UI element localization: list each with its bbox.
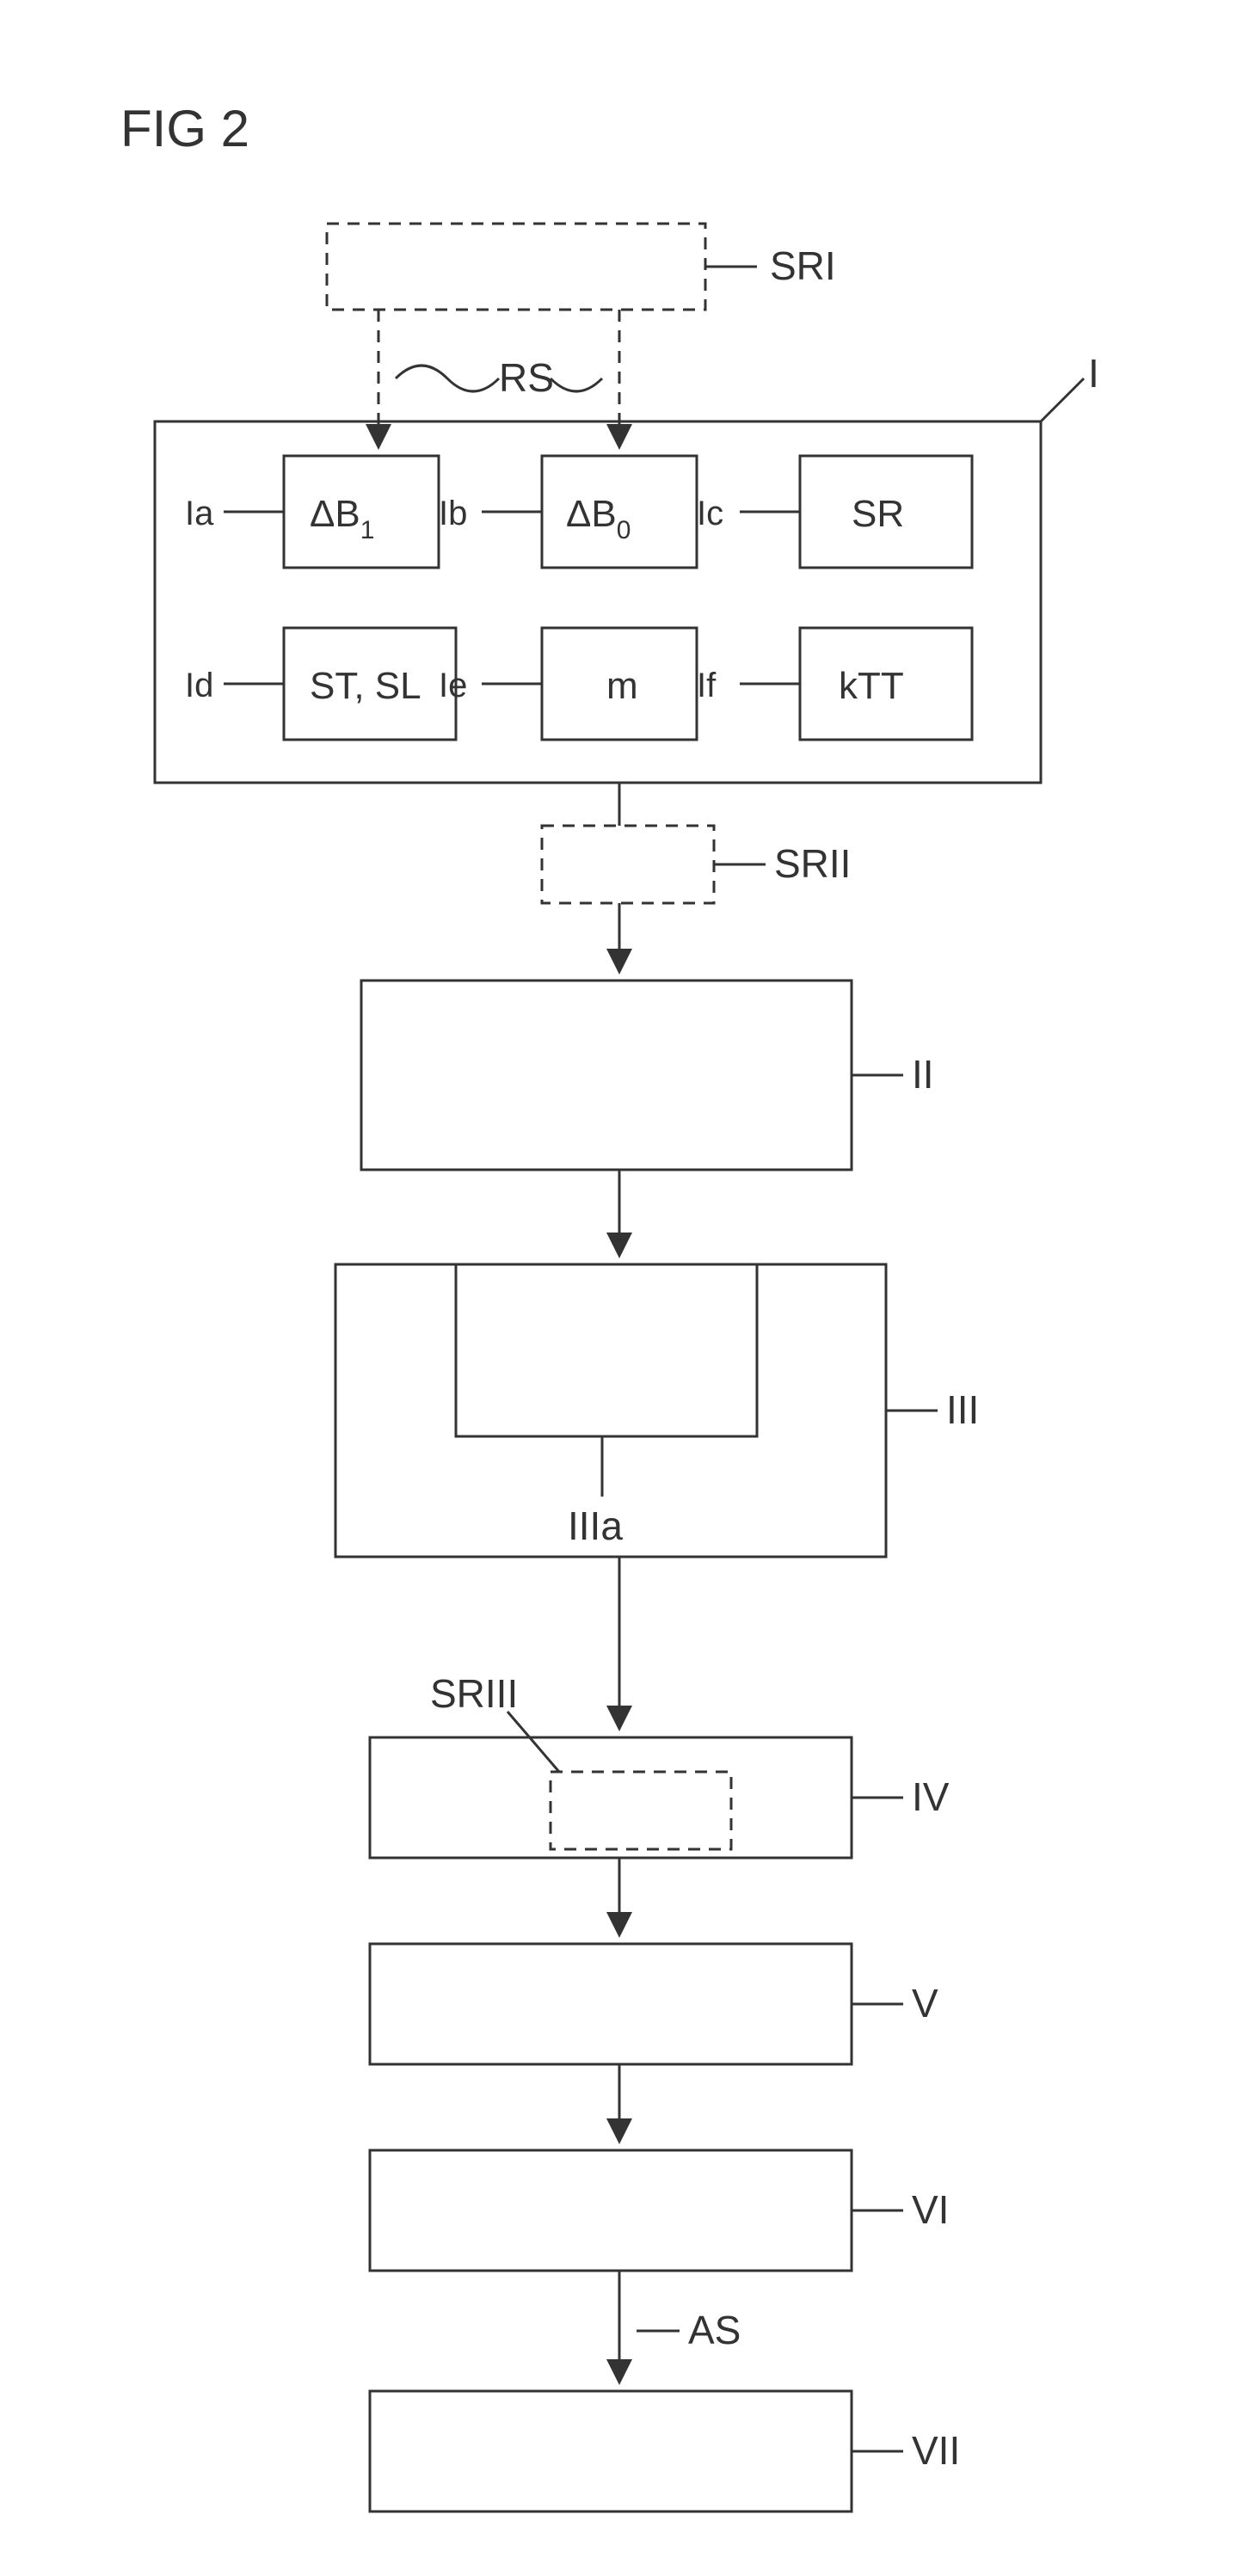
node-sriii <box>551 1772 731 1849</box>
figure-title: FIG 2 <box>120 100 249 157</box>
label-iii: III <box>946 1387 979 1432</box>
leader-sriii <box>508 1712 559 1772</box>
label-srii: SRII <box>774 841 851 886</box>
label-iiia: IIIa <box>568 1503 623 1548</box>
text-sr: SR <box>852 493 904 535</box>
label-ic: Ic <box>697 495 723 532</box>
node-ib <box>542 456 697 568</box>
text-db1: ΔB1 <box>310 493 374 544</box>
rs-curve-right <box>551 378 602 391</box>
node-ii <box>361 981 852 1170</box>
text-ktt: kTT <box>839 665 904 707</box>
node-i <box>155 421 1041 783</box>
node-iv <box>370 1737 852 1858</box>
node-vii <box>370 2391 852 2511</box>
label-vi: VI <box>912 2187 949 2232</box>
label-i: I <box>1088 351 1099 396</box>
label-sri: SRI <box>770 243 836 288</box>
flowchart: FIG 2 SRI RS I Ia ΔB1 Ib ΔB0 Ic SR Id ST… <box>0 0 1255 2576</box>
label-sriii: SRIII <box>430 1671 518 1716</box>
leader-i <box>1041 378 1084 421</box>
node-ia <box>284 456 439 568</box>
label-rs: RS <box>499 355 554 400</box>
label-vii: VII <box>912 2428 960 2473</box>
label-id: Id <box>185 667 213 704</box>
node-v <box>370 1944 852 2064</box>
node-vi <box>370 2150 852 2271</box>
label-ii: II <box>912 1052 934 1097</box>
label-ib: Ib <box>439 495 467 532</box>
label-as: AS <box>688 2308 741 2352</box>
text-m: m <box>606 665 638 707</box>
rs-curve-left <box>396 366 499 391</box>
node-srii <box>542 826 714 903</box>
label-iv: IV <box>912 1774 950 1819</box>
label-ie: Ie <box>439 667 467 704</box>
node-sri <box>327 224 705 310</box>
text-db0: ΔB0 <box>566 493 631 544</box>
label-if: If <box>697 667 717 704</box>
label-v: V <box>912 1981 938 2026</box>
node-iiia <box>456 1264 757 1436</box>
label-ia: Ia <box>185 495 214 532</box>
text-stsl: ST, SL <box>310 665 421 707</box>
